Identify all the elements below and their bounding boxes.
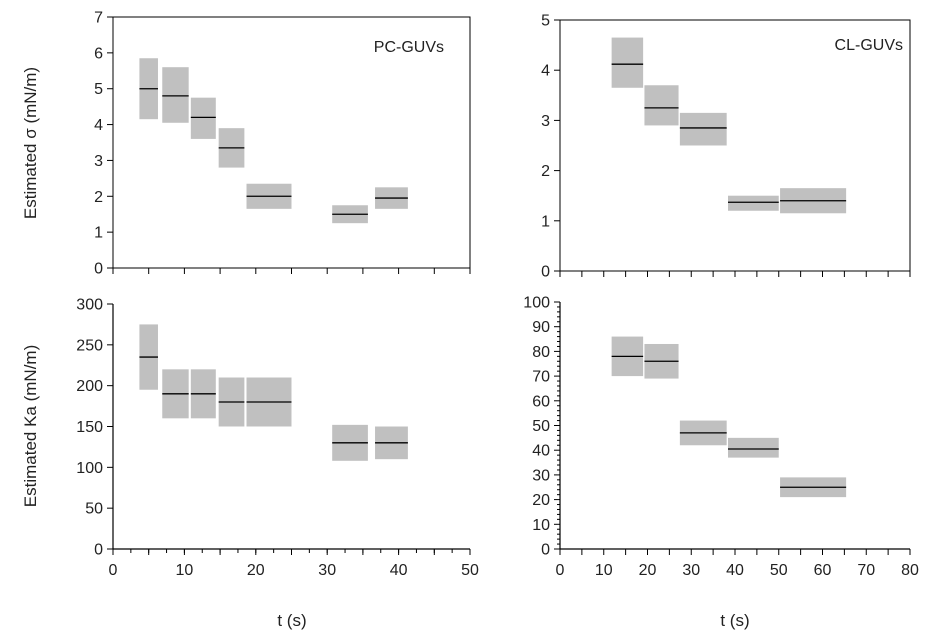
x-tick-label: 20 (639, 562, 657, 579)
chart-panel-bottom-left: 0 50 100 150 200 250 300 0 10 20 30 40 50 (76, 297, 479, 580)
y-tick-label: 60 (532, 393, 550, 410)
chart-panel-top-left: 0 1 2 3 4 5 6 7 PC-GUVs (94, 10, 471, 278)
x-tick-label: 50 (770, 562, 788, 579)
x-tick-label: 30 (318, 562, 336, 579)
y-tick-label: 20 (532, 492, 550, 509)
box-top-right-2 (679, 112, 727, 146)
panel-annotation: CL-GUVs (835, 37, 903, 54)
chart-panels: 01234567PC-GUVs012345CL-GUVs050100150200… (76, 10, 919, 580)
y-axis-title-bottom: Estimated Ka (mN/m) (21, 345, 40, 507)
y-tick-label: 250 (76, 337, 103, 354)
y-tick-label: 150 (76, 419, 103, 436)
x-tick-label: 10 (595, 562, 613, 579)
y-tick-label: 6 (94, 45, 103, 62)
y-tick-label: 10 (532, 517, 550, 534)
y-tick-label: 50 (85, 501, 103, 518)
panel-annotation: PC-GUVs (374, 39, 444, 56)
chart-panel-bottom-right: 0 10 20 30 40 50 60 70 80 90 100 0 10 20 30 40 50 60 70 80 (523, 295, 919, 580)
x-axis-title-left: t (s) (277, 611, 306, 630)
box-bottom-right-3 (728, 437, 779, 458)
y-tick-label: 0 (541, 542, 550, 559)
x-tick-label: 40 (390, 562, 408, 579)
y-tick-label: 5 (541, 13, 550, 30)
y-tick-label: 1 (541, 213, 550, 230)
x-tick-label: 0 (109, 562, 118, 579)
y-tick-label: 2 (94, 189, 103, 206)
y-tick-label: 80 (532, 344, 550, 361)
chart-panel-top-right: 0 1 2 3 4 5 CL-GUVs (541, 13, 911, 281)
x-axis-title-right: t (s) (720, 611, 749, 630)
y-tick-label: 4 (94, 117, 103, 134)
y-tick-label: 1 (94, 225, 103, 242)
x-tick-label: 10 (176, 562, 194, 579)
y-tick-label: 7 (94, 10, 103, 27)
y-tick-label: 4 (541, 63, 550, 80)
box-top-right-1 (644, 85, 679, 126)
box-top-right-0 (611, 37, 644, 88)
y-tick-label: 3 (94, 153, 103, 170)
x-tick-label: 70 (857, 562, 875, 579)
box-top-right-3 (728, 195, 779, 211)
y-tick-label: 5 (94, 81, 103, 98)
y-tick-label: 100 (523, 295, 550, 312)
y-tick-label: 200 (76, 378, 103, 395)
y-tick-label: 70 (532, 369, 550, 386)
x-tick-label: 40 (726, 562, 744, 579)
box-top-left-1 (162, 67, 189, 123)
y-tick-label: 100 (76, 460, 103, 477)
y-tick-label: 0 (541, 264, 550, 281)
x-tick-label: 0 (556, 562, 565, 579)
x-tick-label: 20 (247, 562, 265, 579)
x-tick-label: 80 (901, 562, 919, 579)
y-tick-label: 30 (532, 467, 550, 484)
x-tick-label: 50 (461, 562, 479, 579)
x-tick-label: 60 (814, 562, 832, 579)
y-axis-title-top: Estimated σ (mN/m) (21, 67, 40, 219)
y-tick-label: 90 (532, 319, 550, 336)
y-tick-label: 40 (532, 443, 550, 460)
x-tick-label: 30 (682, 562, 700, 579)
y-tick-label: 2 (541, 163, 550, 180)
y-tick-label: 300 (76, 297, 103, 314)
y-tick-label: 0 (94, 542, 103, 559)
y-tick-label: 0 (94, 261, 103, 278)
box-top-left-2 (190, 97, 216, 139)
y-tick-label: 3 (541, 113, 550, 130)
y-tick-label: 50 (532, 418, 550, 435)
